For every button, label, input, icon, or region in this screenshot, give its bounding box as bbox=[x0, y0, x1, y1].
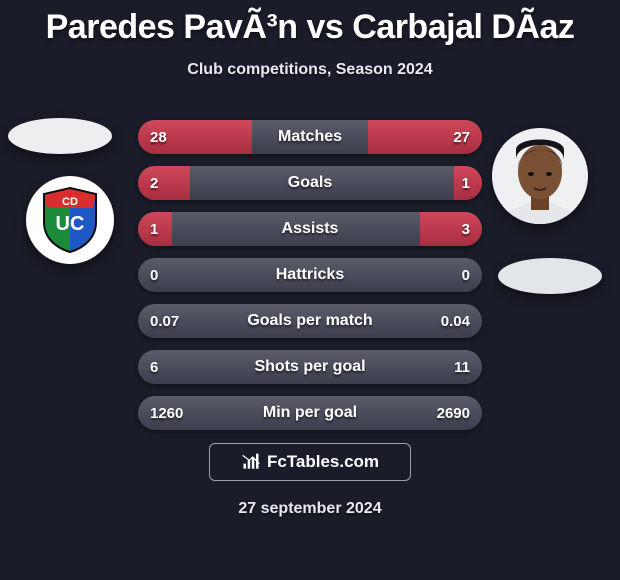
stats-container: 28 Matches 27 2 Goals 1 1 Assists 3 0 Ha… bbox=[138, 120, 482, 442]
stat-left-value: 1 bbox=[150, 221, 158, 238]
left-club-badge: CD UC bbox=[26, 176, 114, 264]
source-badge: FcTables.com bbox=[209, 443, 411, 481]
stat-fill-right bbox=[420, 212, 482, 246]
footer-date: 27 september 2024 bbox=[0, 500, 620, 518]
stat-right-value: 2690 bbox=[437, 405, 470, 422]
chart-bars-icon bbox=[241, 452, 261, 472]
svg-text:UC: UC bbox=[56, 213, 85, 235]
page-title: Paredes PavÃ³n vs Carbajal DÃ­az bbox=[0, 0, 620, 47]
stat-left-value: 2 bbox=[150, 175, 158, 192]
stat-row: 1 Assists 3 bbox=[138, 212, 482, 246]
stat-row: 0.07 Goals per match 0.04 bbox=[138, 304, 482, 338]
stat-right-value: 0.04 bbox=[441, 313, 470, 330]
stat-row: 2 Goals 1 bbox=[138, 166, 482, 200]
stat-right-value: 27 bbox=[453, 129, 470, 146]
right-player-avatar bbox=[492, 128, 588, 224]
stat-row: 0 Hattricks 0 bbox=[138, 258, 482, 292]
stat-right-value: 1 bbox=[462, 175, 470, 192]
right-player-name-plate bbox=[498, 258, 602, 294]
stat-label: Shots per goal bbox=[254, 358, 365, 376]
club-shield-icon: CD UC bbox=[40, 186, 100, 254]
stat-row: 1260 Min per goal 2690 bbox=[138, 396, 482, 430]
stat-left-value: 28 bbox=[150, 129, 167, 146]
stat-right-value: 0 bbox=[462, 267, 470, 284]
player-face-icon bbox=[502, 136, 578, 224]
page-subtitle: Club competitions, Season 2024 bbox=[0, 61, 620, 79]
stat-left-value: 0 bbox=[150, 267, 158, 284]
stat-label: Matches bbox=[278, 128, 342, 146]
stat-left-value: 1260 bbox=[150, 405, 183, 422]
stat-fill-left bbox=[138, 166, 190, 200]
stat-label: Hattricks bbox=[276, 266, 344, 284]
stat-right-value: 3 bbox=[462, 221, 470, 238]
stat-right-value: 11 bbox=[454, 359, 470, 376]
stat-label: Min per goal bbox=[263, 404, 357, 422]
stat-row: 28 Matches 27 bbox=[138, 120, 482, 154]
stat-left-value: 6 bbox=[150, 359, 158, 376]
stat-label: Goals per match bbox=[247, 312, 372, 330]
svg-text:CD: CD bbox=[62, 196, 78, 208]
stat-label: Assists bbox=[282, 220, 339, 238]
stat-row: 6 Shots per goal 11 bbox=[138, 350, 482, 384]
source-label: FcTables.com bbox=[267, 452, 379, 472]
stat-label: Goals bbox=[288, 174, 332, 192]
left-player-name-plate bbox=[8, 118, 112, 154]
stat-left-value: 0.07 bbox=[150, 313, 179, 330]
